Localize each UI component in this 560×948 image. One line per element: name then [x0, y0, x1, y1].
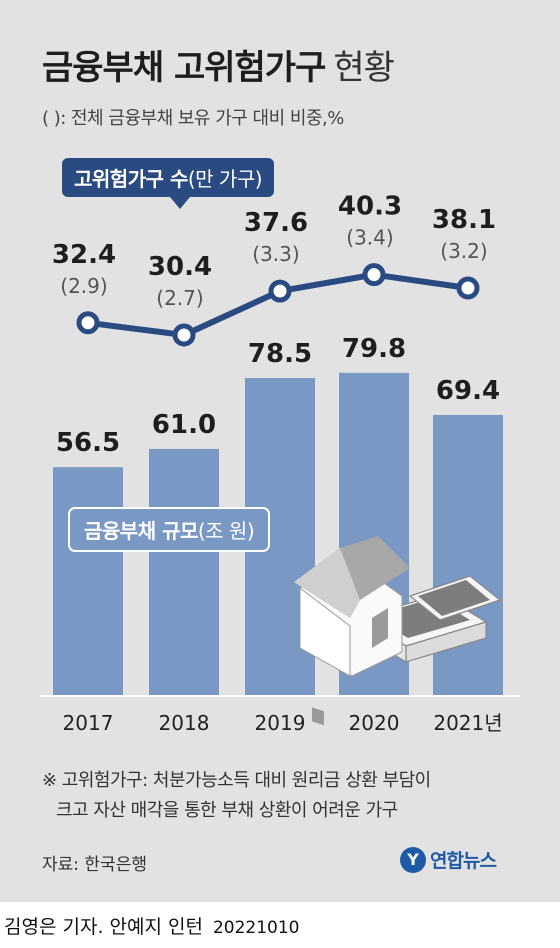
house-illustration	[294, 536, 502, 726]
footnote-line-1: ※ 고위험가구: 처분가능소득 대비 원리금 상환 부담이	[42, 770, 431, 791]
line-point-2020	[362, 263, 386, 287]
bar-value-label: 56.5	[56, 428, 120, 458]
line-point-2017	[76, 311, 100, 335]
infographic-card: 금융부채 고위험가구 현황 ( ): 전체 금융부채 보유 가구 대비 비중,% …	[0, 0, 560, 902]
bar-value-label: 78.5	[248, 339, 312, 369]
line-series-name: 고위험가구 수	[74, 167, 188, 191]
line-share-label: (2.9)	[60, 274, 107, 298]
line-point-2019	[268, 279, 292, 303]
byline-date: 20221010	[212, 918, 300, 938]
source-text: 자료: 한국은행	[42, 855, 147, 875]
banknote-2	[418, 580, 490, 616]
house-roof-front	[294, 548, 360, 618]
bar-series-callout: 금융부채 규모(조 원)	[68, 507, 271, 552]
line-series-callout: 고위험가구 수(만 가구)	[62, 158, 275, 209]
chart-subtitle: ( ): 전체 금융부채 보유 가구 대비 비중,%	[42, 108, 344, 129]
line-value-label: 40.3	[338, 192, 402, 222]
line-value-label: 38.1	[432, 205, 496, 235]
bar-series-name: 금융부채 규모	[84, 519, 198, 543]
combo-chart: 2017 2018 2019 2020 2021년 56.5 61.0 78.5 79.8 69…	[40, 192, 520, 735]
house-front-wall	[299, 586, 351, 677]
x-tick-label: 2021년	[433, 711, 502, 735]
x-tick-label: 2019	[255, 711, 306, 735]
yonhap-logo-text: 연합뉴스	[430, 850, 497, 872]
byline: 김영은 기자. 안예지 인턴 20221010	[4, 912, 300, 939]
line-point-2021년	[456, 276, 480, 300]
bar-value-label: 69.4	[436, 376, 500, 406]
line-series-unit: (만 가구)	[187, 167, 263, 191]
bar-value-label: 79.8	[342, 334, 406, 364]
page-title: 금융부채 고위험가구 현황	[42, 40, 395, 89]
line-share-label: (2.7)	[156, 286, 203, 310]
bar-value-label: 61.0	[152, 410, 216, 440]
line-point-2018	[172, 323, 196, 347]
house-door	[372, 608, 388, 648]
house-window	[312, 707, 324, 726]
x-tick-label: 2017	[63, 711, 114, 735]
yonhap-logo: Y 연합뉴스	[400, 846, 497, 873]
yonhap-logo-mark: Y	[400, 846, 426, 873]
footnote-line-2: 크고 자산 매각을 통한 부채 상환이 어려운 가구	[56, 800, 398, 821]
x-tick-label: 2018	[159, 711, 210, 735]
bar-series-unit: (조 원)	[197, 519, 255, 543]
title-suffix: 현황	[333, 48, 395, 88]
byline-author: 김영은 기자. 안예지 인턴	[4, 916, 203, 938]
title-main: 금융부채 고위험가구	[42, 48, 326, 88]
line-share-label: (3.3)	[252, 242, 299, 266]
line-value-label: 32.4	[52, 240, 116, 270]
bar-2017	[53, 467, 123, 696]
x-tick-label: 2020	[349, 711, 400, 735]
money-stack-1-front	[405, 621, 487, 663]
bar-2021년	[433, 414, 503, 696]
bar-2018	[149, 448, 219, 696]
line-share-label: (3.2)	[440, 239, 487, 263]
line-value-label: 37.6	[244, 208, 308, 238]
line-value-label: 30.4	[148, 252, 212, 282]
footnote: ※ 고위험가구: 처분가능소득 대비 원리금 상환 부담이 크고 자산 매각을 …	[42, 766, 431, 826]
line-share-label: (3.4)	[346, 226, 393, 250]
